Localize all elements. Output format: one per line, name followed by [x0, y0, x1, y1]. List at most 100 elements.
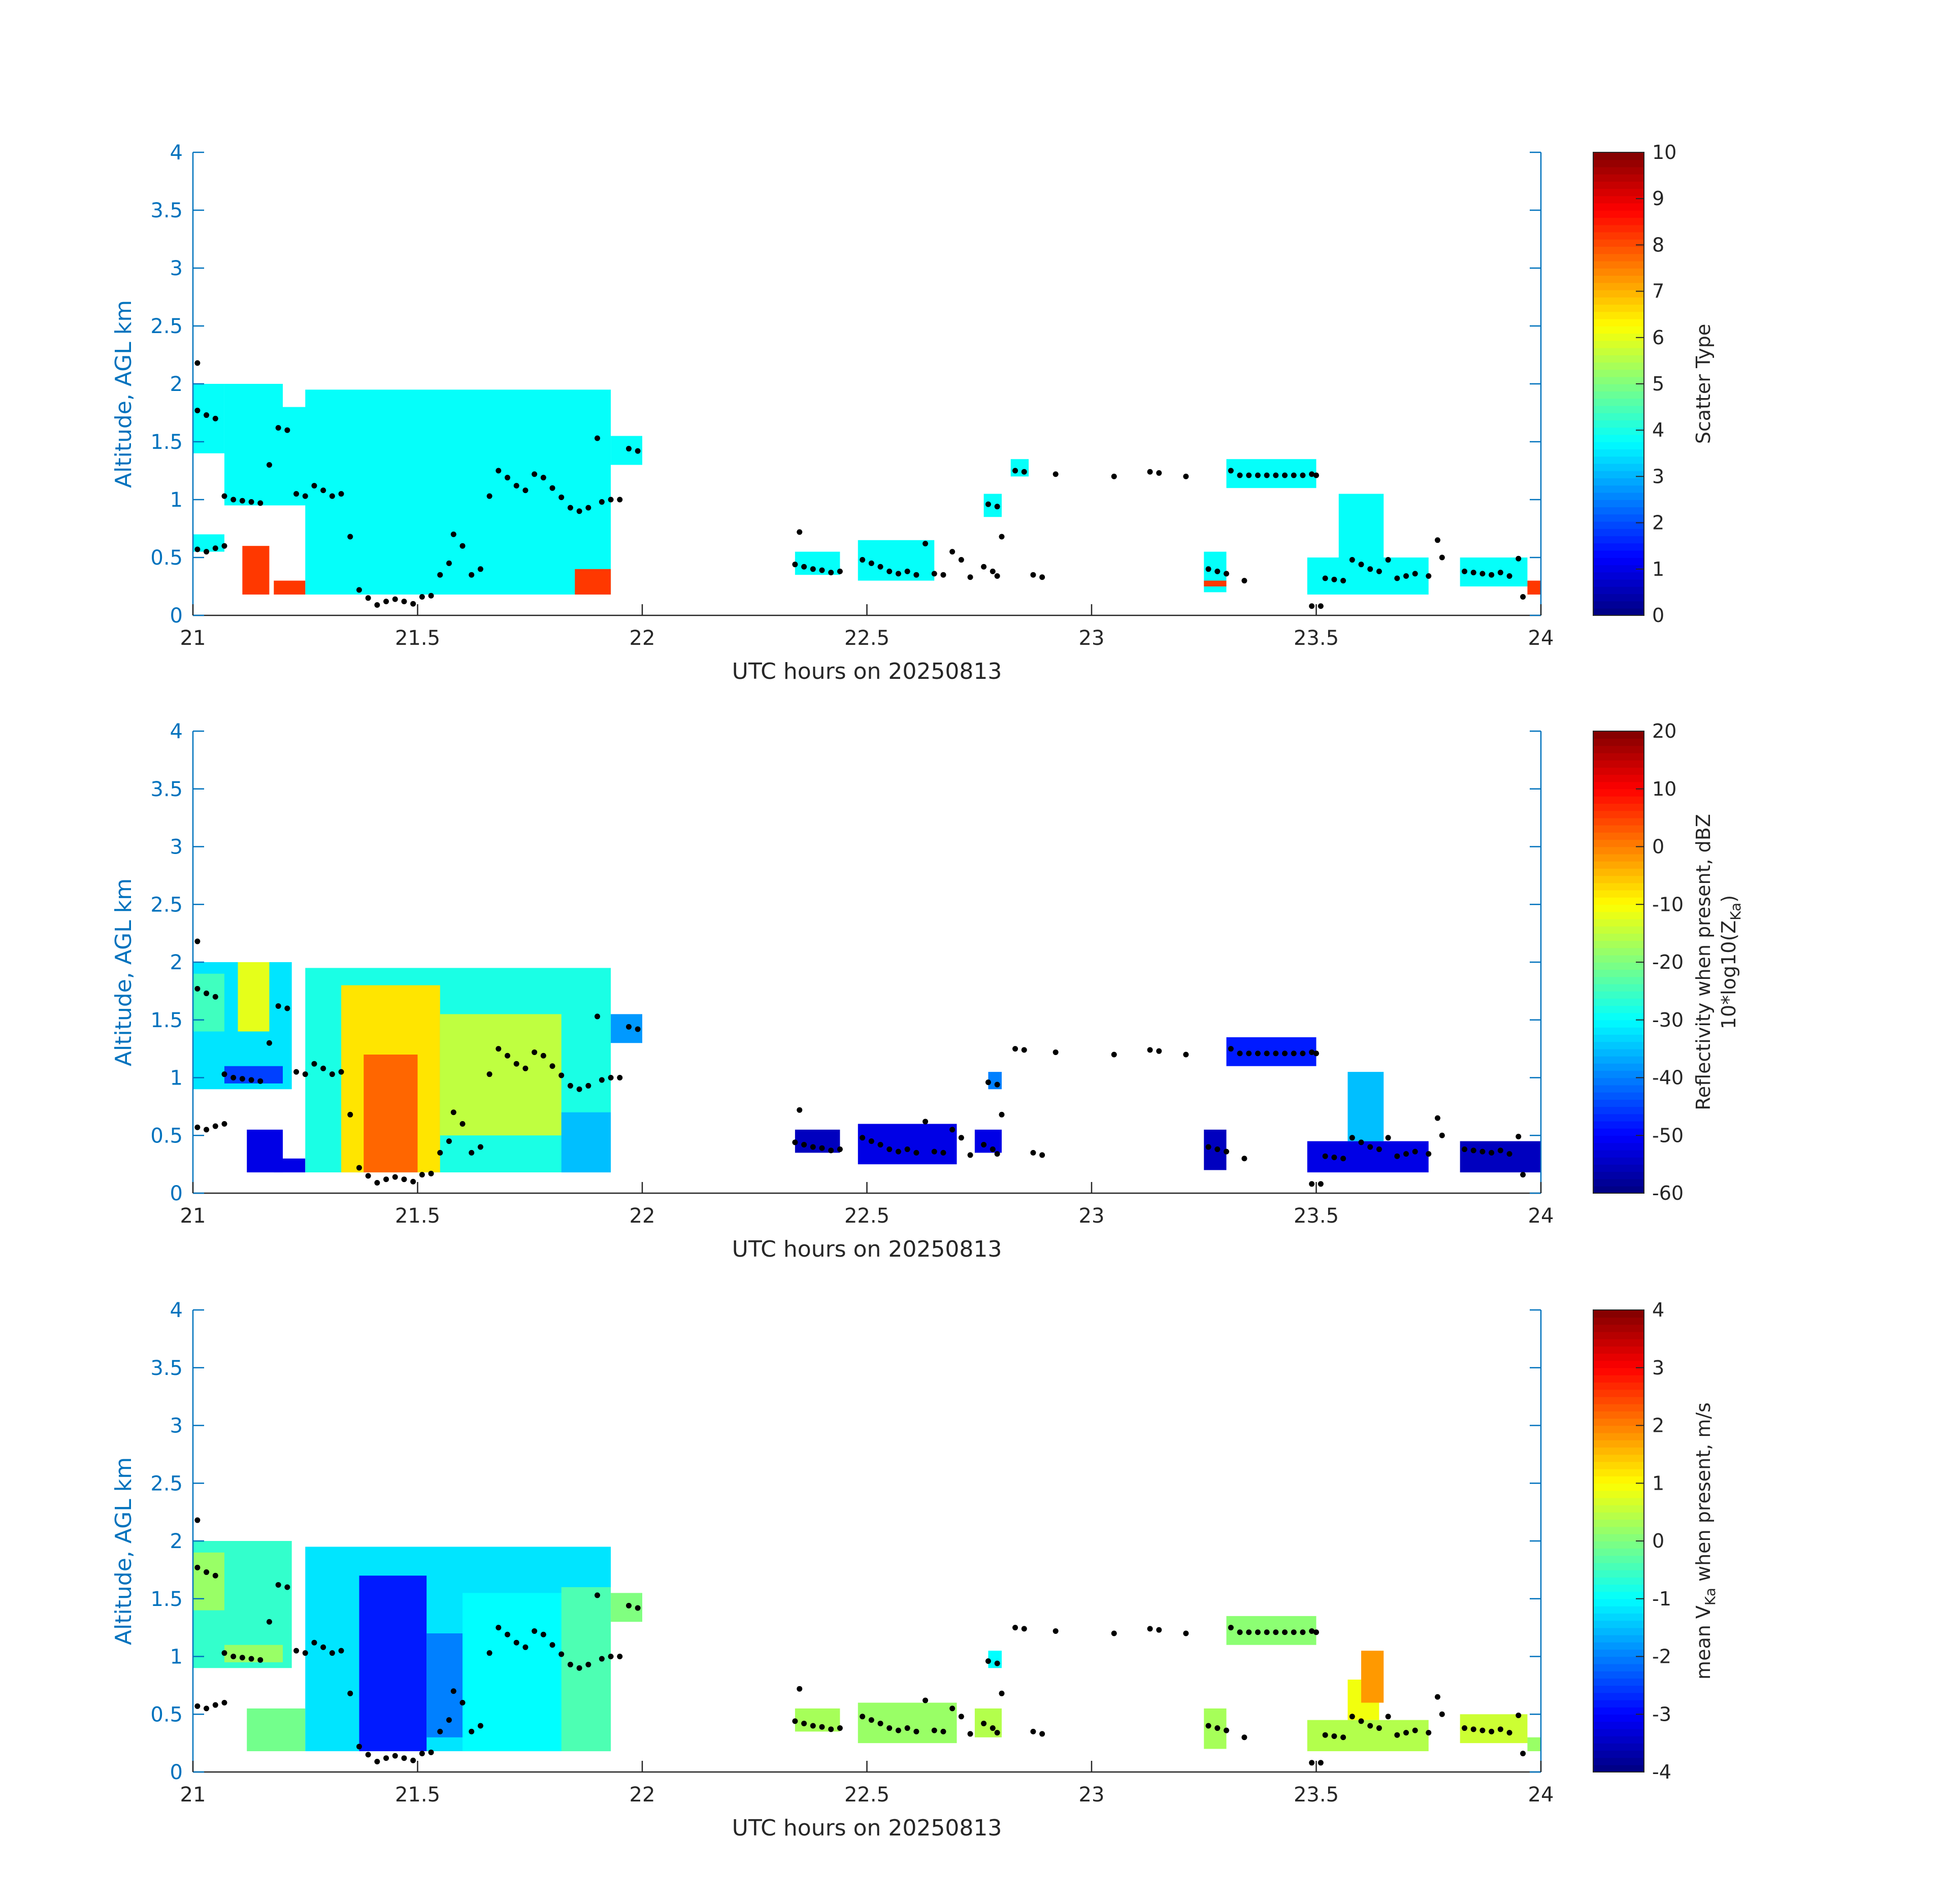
marker-dot [1394, 575, 1400, 581]
marker-dot [540, 475, 546, 481]
colorbar-segment [1593, 1613, 1644, 1621]
marker-dot [913, 1150, 919, 1156]
marker-dot [446, 1717, 452, 1723]
marker-dot [837, 1725, 843, 1731]
colorbar-segment [1593, 1541, 1644, 1549]
marker-dot [1300, 472, 1306, 478]
marker-dot [1434, 1694, 1440, 1700]
colorbar-segment [1593, 1670, 1644, 1679]
colorbar-segment [1593, 1157, 1644, 1165]
marker-dot [338, 1648, 344, 1654]
marker-dot [221, 543, 227, 549]
marker-dot [1246, 1629, 1252, 1635]
colorbar-tick-label: 3 [1652, 465, 1664, 487]
colorbar-segment [1593, 1750, 1644, 1758]
marker-dot [595, 1013, 600, 1020]
marker-dot [1479, 1727, 1486, 1733]
colorbar-segment [1593, 1526, 1644, 1534]
y-tick-label: 1.5 [150, 1588, 183, 1611]
colorbar-segment [1593, 1519, 1644, 1527]
marker-dot [1039, 574, 1045, 580]
marker-dot [365, 595, 371, 601]
marker-dot [1340, 1156, 1346, 1162]
marker-dot [437, 1150, 443, 1156]
y-tick-label: 1 [170, 488, 183, 512]
colorbar-segment [1593, 774, 1644, 782]
marker-dot [860, 1714, 866, 1720]
marker-dot [994, 573, 1000, 579]
marker-dot [967, 1731, 973, 1737]
colorbar-segment [1593, 1027, 1644, 1035]
colorbar-segment [1593, 586, 1644, 595]
marker-dot [990, 1725, 996, 1731]
colorbar-tick-label: 0 [1652, 1530, 1664, 1552]
colorbar-segment [1593, 478, 1644, 486]
y-tick-label: 0 [170, 1182, 183, 1205]
marker-dot [522, 1644, 529, 1650]
x-tick-label: 22 [630, 1204, 655, 1228]
marker-dot [496, 468, 502, 474]
marker-dot [1349, 1135, 1355, 1141]
marker-dot [401, 1755, 407, 1761]
marker-dot [567, 1082, 573, 1089]
marker-dot [513, 1061, 519, 1067]
colorbar-segment [1593, 340, 1644, 348]
marker-dot [1111, 1052, 1117, 1058]
marker-dot [1309, 1049, 1315, 1055]
colorbar-segment [1593, 152, 1644, 160]
data-cell [1460, 557, 1528, 586]
data-cell [426, 1633, 463, 1737]
colorbar-segment [1593, 1121, 1644, 1129]
marker-dot [1012, 468, 1018, 474]
marker-dot [486, 493, 492, 499]
colorbar-segment [1593, 311, 1644, 319]
marker-dot [558, 494, 565, 500]
marker-dot [1506, 1151, 1512, 1157]
marker-dot [1183, 473, 1189, 479]
marker-dot [356, 1744, 362, 1750]
marker-dot [828, 1147, 834, 1154]
marker-dot [338, 491, 344, 497]
marker-dot [257, 1078, 264, 1084]
y-tick-label: 3 [170, 836, 183, 859]
marker-dot [401, 599, 407, 605]
marker-dot [1224, 1727, 1229, 1733]
colorbar-segment [1593, 1186, 1644, 1194]
marker-dot [990, 1146, 996, 1153]
colorbar-segment [1593, 731, 1644, 739]
marker-dot [626, 1024, 632, 1030]
colorbar-segment [1593, 976, 1644, 984]
colorbar-segment [1593, 1562, 1644, 1570]
marker-dot [477, 566, 483, 572]
marker-dot [540, 1053, 546, 1059]
y-tick-label: 3.5 [150, 1357, 183, 1380]
marker-dot [311, 1639, 317, 1646]
marker-dot [1439, 554, 1445, 561]
colorbar-segment [1593, 326, 1644, 334]
data-cell [193, 384, 224, 453]
marker-dot [419, 1172, 425, 1178]
marker-dot [356, 1165, 362, 1171]
marker-dot [1214, 568, 1221, 574]
marker-dot [895, 571, 901, 577]
colorbar-segment [1593, 1418, 1644, 1426]
colorbar-segment [1593, 810, 1644, 818]
colorbar-segment [1593, 1620, 1644, 1628]
marker-dot [1470, 570, 1476, 576]
colorbar-label-part: ) [1718, 895, 1740, 903]
data-cell [1347, 1072, 1384, 1141]
marker-dot [819, 1724, 825, 1730]
marker-dot [1520, 594, 1526, 600]
colorbar-segment [1593, 253, 1644, 261]
colorbar-segment [1593, 413, 1644, 421]
marker-dot [999, 1690, 1005, 1696]
colorbar-label-subscript: Ka [1727, 903, 1744, 921]
marker-dot [266, 1619, 272, 1625]
data-cell [974, 1129, 1002, 1153]
colorbar-segment [1593, 275, 1644, 283]
colorbar-segment [1593, 174, 1644, 182]
marker-dot [1273, 472, 1279, 478]
marker-dot [1255, 1629, 1261, 1635]
y-tick-label: 1 [170, 1067, 183, 1090]
colorbar-segment [1593, 362, 1644, 370]
